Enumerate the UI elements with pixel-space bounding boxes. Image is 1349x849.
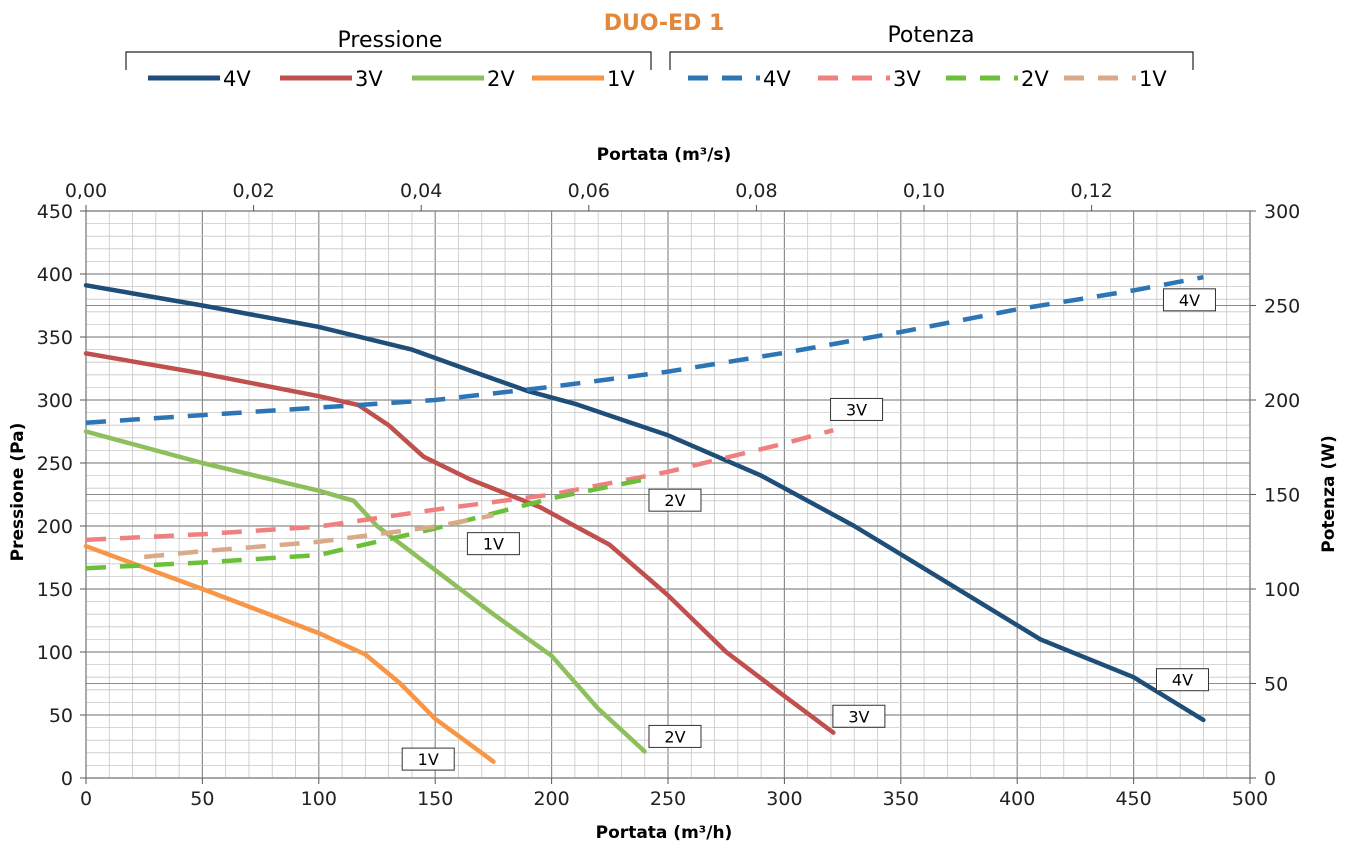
- x-tick-label: 500: [1232, 788, 1268, 810]
- x2-tick-label: 0,10: [903, 180, 945, 202]
- callout-label: 1V: [483, 535, 504, 554]
- x2-tick-label: 0,00: [65, 180, 107, 202]
- callout-label: 2V: [664, 727, 685, 746]
- legend-item-potenza-1v: 1V: [1064, 67, 1167, 91]
- series-line-pressione-3v: [83, 351, 836, 735]
- x2-tick-label: 0,02: [232, 180, 274, 202]
- y-tick-label: 300: [37, 390, 73, 412]
- legend-item-potenza-3v: 3V: [818, 67, 921, 91]
- y-tick-label: 350: [37, 327, 73, 349]
- y2-tick-label: 300: [1264, 201, 1300, 223]
- callout-potenza-3v: 3V: [830, 397, 884, 421]
- x2-tick-label: 0,12: [1070, 180, 1112, 202]
- callout-label: 4V: [1179, 291, 1200, 310]
- callout-box: [648, 488, 702, 512]
- y2-tick-label: 150: [1264, 485, 1300, 507]
- ticks-layer: 0 50 100 150 200 250 300 350 400 450 5000501001502…: [37, 180, 1301, 810]
- callout-box: [832, 704, 886, 728]
- callout-label: 4V: [1172, 671, 1193, 690]
- x2-tick-label: 0,04: [400, 180, 442, 202]
- callout-label: 1V: [418, 750, 439, 769]
- legend-item-pressione-3v: 3V: [280, 67, 383, 91]
- x2-tick-label: 0,08: [735, 180, 777, 202]
- x-tick-label: 300: [766, 788, 802, 810]
- legend-label: 4V: [763, 67, 791, 91]
- callout-box: [1155, 668, 1209, 692]
- callout-pressione-3v: 3V: [832, 704, 886, 728]
- x-tick-label: 250: [650, 788, 686, 810]
- series-line-potenza-1v: [143, 513, 494, 560]
- callout-box: [648, 724, 702, 748]
- y-tick-label: 100: [37, 642, 73, 664]
- callout-box: [401, 747, 455, 771]
- callout-layer: 4V 3V 2V 1V 4V 3V 2V 1V: [401, 288, 1216, 771]
- legend-label: 1V: [607, 67, 635, 91]
- x-tick-label: 200: [533, 788, 569, 810]
- legend-item-pressione-4v: 4V: [148, 67, 251, 91]
- x2-tick-label: 0,06: [568, 180, 610, 202]
- legend-label: 3V: [355, 67, 383, 91]
- callout-box: [830, 397, 884, 421]
- callout-potenza-1v: 1V: [466, 532, 520, 556]
- series-layer: [83, 274, 1206, 764]
- legend-pressure-bracket: [125, 51, 652, 70]
- x-tick-label: 450: [1115, 788, 1151, 810]
- callout-label: 3V: [846, 400, 867, 419]
- y-tick-label: 0: [61, 768, 73, 790]
- legend-item-pressione-1v: 1V: [532, 67, 635, 91]
- series-line-potenza-4v: [85, 274, 1204, 425]
- y2-tick-label: 250: [1264, 296, 1300, 318]
- callout-potenza-4v: 4V: [1162, 288, 1216, 312]
- series-line-pressione-4v: [83, 283, 1206, 723]
- y-tick-label: 200: [37, 516, 73, 538]
- series-line-potenza-3v: [85, 428, 834, 543]
- callout-box: [1162, 288, 1216, 312]
- callout-pressione-2v: 2V: [648, 724, 702, 748]
- x-tick-label: 0: [80, 788, 92, 810]
- legend-power-heading: Potenza: [887, 23, 974, 48]
- legend-item-potenza-4v: 4V: [688, 67, 791, 91]
- callout-pressione-1v: 1V: [401, 747, 455, 771]
- legend: 4V 3V 2V 1V 4V 3V 2V 1V: [148, 67, 1167, 91]
- x-tick-label: 150: [417, 788, 453, 810]
- y-axis-title: Pressione (Pa): [8, 423, 28, 562]
- callout-label: 2V: [664, 491, 685, 510]
- y2-tick-label: 50: [1264, 674, 1288, 696]
- y2-tick-label: 100: [1264, 579, 1300, 601]
- legend-label: 4V: [223, 67, 251, 91]
- y-tick-label: 150: [37, 579, 73, 601]
- y2-tick-label: 200: [1264, 390, 1300, 412]
- legend-item-potenza-2v: 2V: [946, 67, 1049, 91]
- y2-axis-title: Potenza (W): [1319, 435, 1339, 552]
- y-tick-label: 400: [37, 264, 73, 286]
- chart-title: DUO-ED 1: [604, 11, 725, 36]
- legend-label: 2V: [487, 67, 515, 91]
- callout-potenza-2v: 2V: [648, 488, 702, 512]
- legend-label: 1V: [1139, 67, 1167, 91]
- y-tick-label: 250: [37, 453, 73, 475]
- x-tick-label: 100: [301, 788, 337, 810]
- legend-label: 2V: [1021, 67, 1049, 91]
- x-axis-title: Portata (m³/h): [596, 823, 733, 843]
- callout-pressione-4v: 4V: [1155, 668, 1209, 692]
- x-tick-label: 50: [190, 788, 214, 810]
- x-tick-label: 400: [999, 788, 1035, 810]
- series-line-potenza-2v: [85, 477, 646, 571]
- legend-power-bracket: [669, 51, 1194, 70]
- series-line-pressione-2v: [83, 429, 647, 754]
- series-line-pressione-1v: [83, 543, 496, 764]
- y2-tick-label: 0: [1264, 768, 1276, 790]
- y-tick-label: 450: [37, 201, 73, 223]
- legend-item-pressione-2v: 2V: [412, 67, 515, 91]
- y-tick-label: 50: [49, 705, 73, 727]
- x-tick-label: 350: [883, 788, 919, 810]
- callout-label: 3V: [848, 707, 869, 726]
- legend-pressure-heading: Pressione: [338, 28, 443, 53]
- callout-box: [466, 532, 520, 556]
- legend-label: 3V: [893, 67, 921, 91]
- x2-axis-title: Portata (m³/s): [597, 145, 732, 165]
